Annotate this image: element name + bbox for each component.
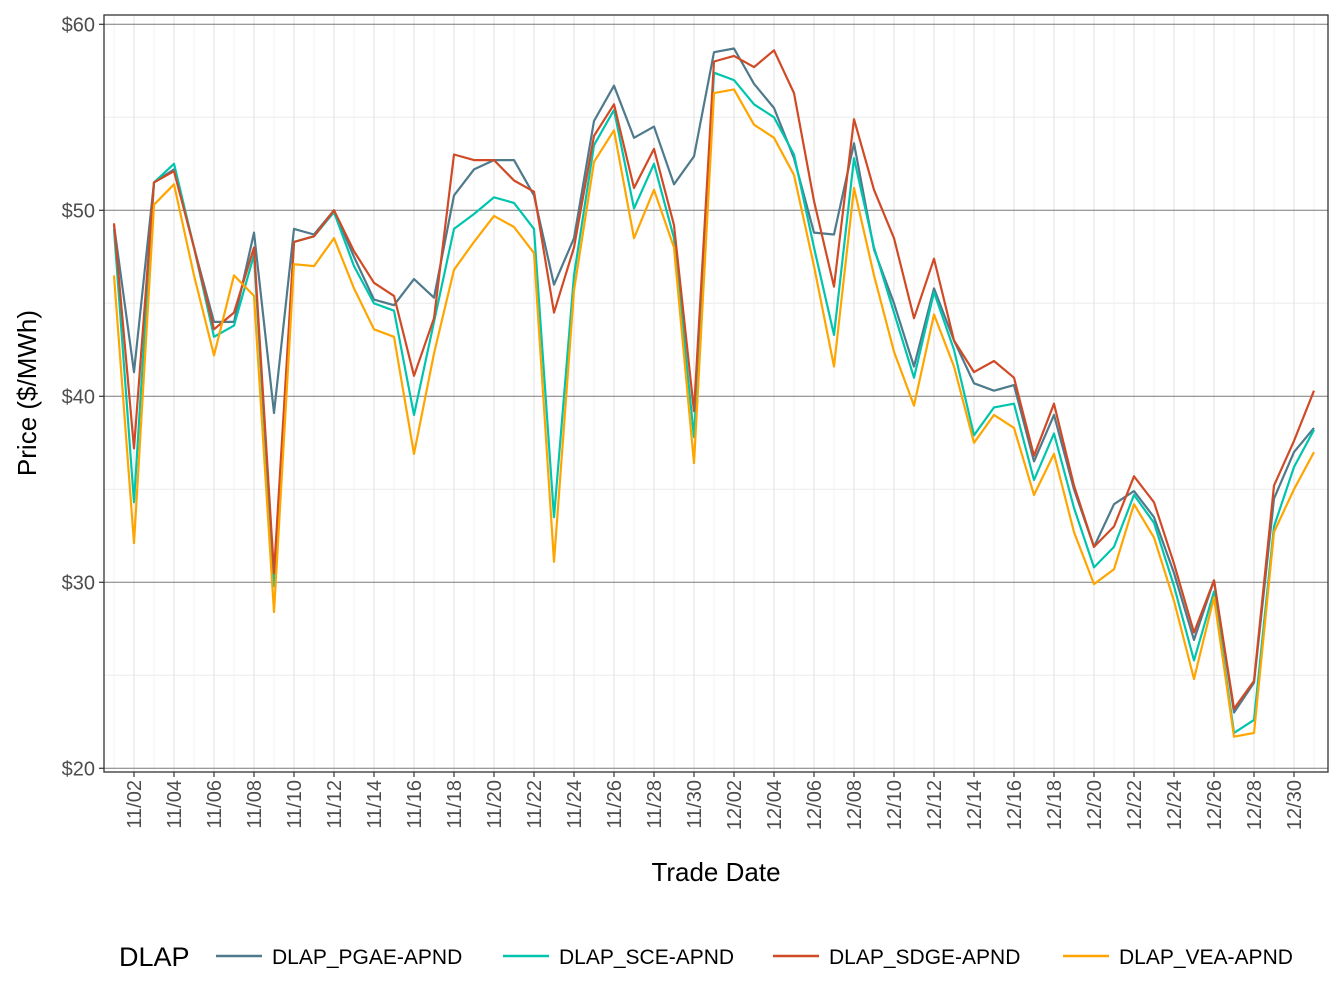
- x-tick-label: 11/14: [364, 780, 386, 829]
- x-tick-label: 12/02: [724, 780, 746, 830]
- legend-title: DLAP: [119, 942, 190, 972]
- x-tick-label: 12/14: [964, 780, 986, 830]
- y-axis-title: Price ($/MWh): [12, 310, 42, 476]
- x-tick-label: 12/30: [1284, 780, 1306, 830]
- x-tick-label: 12/06: [804, 780, 826, 830]
- x-tick-label: 12/26: [1204, 780, 1226, 830]
- x-tick-label: 11/24: [564, 780, 586, 829]
- x-tick-label: 11/08: [244, 780, 266, 829]
- x-tick-label: 12/10: [884, 780, 906, 830]
- x-tick-label: 11/28: [644, 780, 666, 829]
- x-tick-label: 11/22: [524, 780, 546, 829]
- y-tick-label: $50: [62, 200, 95, 222]
- x-tick-label: 12/04: [764, 780, 786, 830]
- x-tick-label: 11/02: [124, 780, 146, 829]
- x-tick-label: 11/04: [164, 780, 186, 829]
- legend-label: DLAP_VEA-APND: [1119, 946, 1293, 969]
- grid-lines: [104, 15, 1328, 772]
- x-tick-label: 12/12: [924, 780, 946, 830]
- x-tick-label: 12/28: [1244, 780, 1266, 830]
- y-tick-label: $20: [62, 758, 95, 780]
- x-tick-label: 11/26: [604, 780, 626, 829]
- legend: DLAP DLAP_PGAE-APND DLAP_SCE-APND DLAP_SDG…: [119, 942, 1293, 972]
- x-tick-label: 12/24: [1164, 780, 1186, 830]
- x-tick-label: 11/16: [404, 780, 426, 829]
- y-tick-label: $60: [62, 14, 95, 36]
- x-tick-label: 12/16: [1004, 780, 1026, 830]
- x-tick-label: 12/20: [1084, 780, 1106, 830]
- plot-panel-border: [103, 14, 1329, 773]
- x-axis: 11/02 11/04 11/06 11/08 11/10 11/12 11/14 11/16…: [124, 772, 1306, 830]
- x-tick-label: 12/18: [1044, 780, 1066, 830]
- x-tick-label: 12/22: [1124, 780, 1146, 830]
- y-tick-label: $30: [62, 572, 95, 594]
- y-tick-label: $40: [62, 386, 95, 408]
- y-axis: $20 $30 $40 $50 $60: [62, 14, 104, 780]
- legend-label: DLAP_SCE-APND: [559, 946, 734, 969]
- x-tick-label: 11/10: [284, 780, 306, 829]
- x-tick-label: 11/18: [444, 780, 466, 829]
- series-line-dlap_vea-apnd: [112, 88, 1315, 738]
- legend-label: DLAP_PGAE-APND: [272, 946, 462, 969]
- x-tick-label: 11/06: [204, 780, 226, 829]
- x-tick-label: 11/30: [684, 780, 706, 829]
- x-tick-label: 11/20: [484, 780, 506, 829]
- x-tick-label: 12/08: [844, 780, 866, 830]
- series-lines: [112, 47, 1316, 738]
- series-line-dlap_sdge-apnd: [112, 49, 1316, 710]
- x-axis-title: Trade Date: [651, 857, 780, 887]
- x-tick-label: 11/12: [324, 780, 346, 829]
- legend-label: DLAP_SDGE-APND: [829, 946, 1020, 969]
